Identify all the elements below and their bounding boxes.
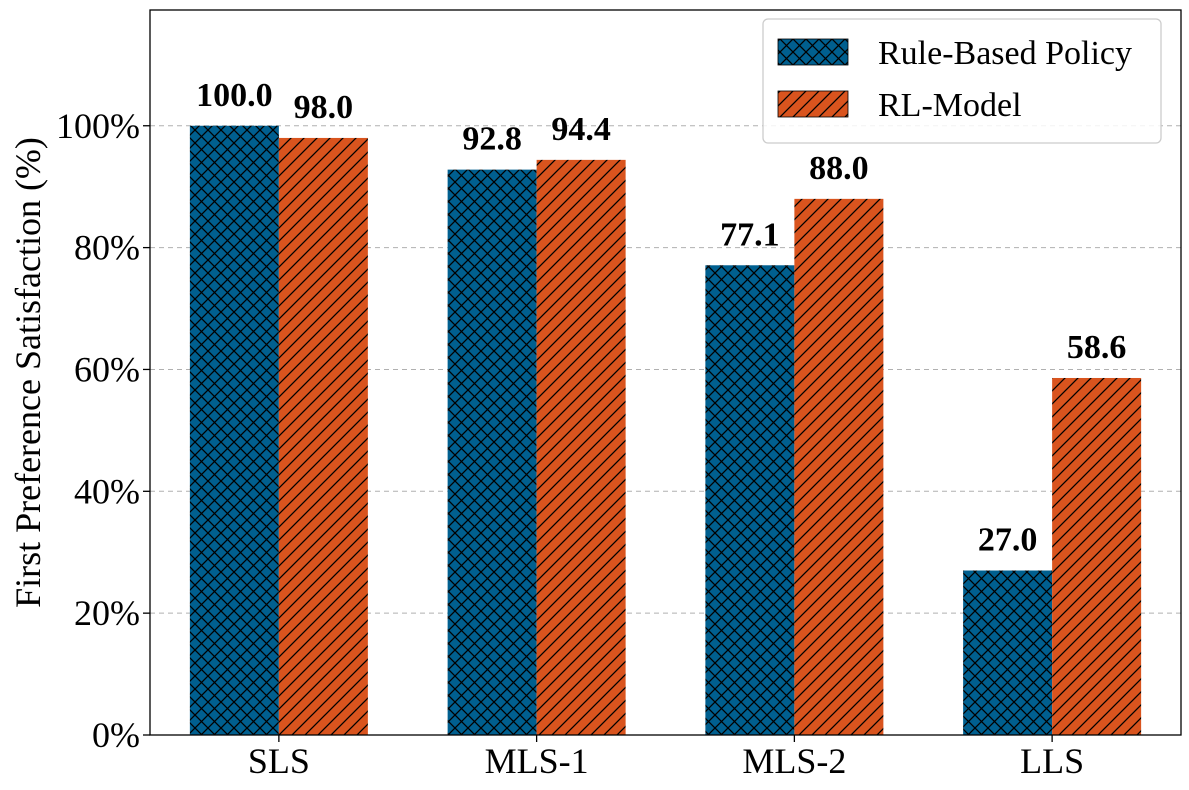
bar-rule-based-mls-1 — [447, 169, 537, 736]
legend-box — [762, 18, 1162, 144]
bar-rule-based-sls — [189, 125, 279, 736]
bar-value-labels: 100.0 98.0 92.8 94.4 77.1 88.0 27.0 58.6 — [196, 77, 1126, 559]
bar-value-label: 100.0 — [196, 77, 273, 114]
y-tick-label: 100% — [56, 106, 140, 146]
bars — [189, 125, 1142, 736]
bar-rule-based-lls — [963, 570, 1053, 735]
y-tick-label: 80% — [74, 228, 140, 268]
legend-swatch — [777, 90, 849, 118]
bar-rule-based-mls-2 — [705, 265, 795, 735]
bar-value-label: 58.6 — [1067, 329, 1127, 366]
bar-rl-model-lls — [1052, 377, 1142, 735]
x-tick-label: MLS-1 — [485, 741, 589, 781]
bar-value-label: 92.8 — [462, 121, 522, 158]
x-tick-label: LLS — [1020, 741, 1084, 781]
y-tick-label: 0% — [92, 715, 140, 755]
bar-value-label: 77.1 — [720, 216, 780, 253]
legend-label: RL-Model — [878, 87, 1022, 124]
bar-value-label: 98.0 — [294, 89, 354, 126]
legend-swatch — [777, 38, 849, 66]
bar-rl-model-mls-1 — [536, 159, 626, 735]
plot-frame — [149, 9, 1182, 736]
y-axis-label: First Preference Satisfaction (%) — [8, 137, 48, 608]
x-tick-label: MLS-2 — [742, 741, 846, 781]
y-tick-label: 40% — [74, 471, 140, 511]
bar-value-label: 94.4 — [551, 111, 611, 148]
legend-label: Rule-Based Policy — [878, 35, 1132, 72]
legend: Rule-Based Policy RL-Model — [762, 18, 1162, 144]
y-tick-label: 20% — [74, 593, 140, 633]
bar-value-label: 27.0 — [978, 522, 1038, 559]
x-axis-ticks: SLS MLS-1 MLS-2 LLS — [248, 735, 1084, 781]
x-tick-label: SLS — [248, 741, 310, 781]
y-tick-label: 60% — [74, 349, 140, 389]
bar-rl-model-sls — [278, 137, 368, 736]
bar-rl-model-mls-2 — [794, 198, 884, 735]
y-axis-ticks: 0% 20% 40% 60% 80% 100% — [56, 106, 150, 755]
bar-value-label: 88.0 — [809, 150, 869, 187]
